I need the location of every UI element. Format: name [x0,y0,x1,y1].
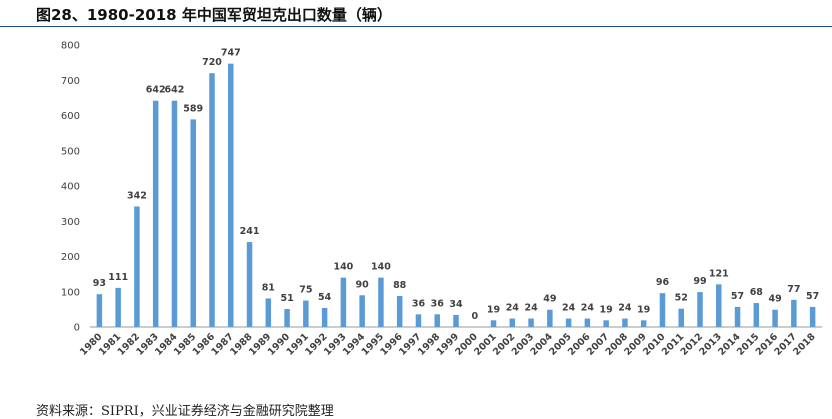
data-label: 720 [202,57,222,68]
data-label: 51 [280,293,293,304]
bar [246,242,253,327]
data-label: 140 [371,262,391,273]
bar [734,306,741,327]
data-label: 99 [693,276,706,287]
y-tick-label: 500 [61,146,80,157]
data-label: 34 [449,299,463,310]
bar [434,314,440,327]
bar [378,277,384,327]
data-label: 19 [600,304,613,315]
bar [640,320,647,327]
bar [659,293,666,327]
bar [321,307,328,327]
data-label: 96 [656,277,670,288]
y-tick-label: 300 [61,217,80,228]
bar [753,303,760,327]
bar [171,100,178,327]
bar [809,306,816,327]
data-label: 342 [127,190,147,201]
bar [284,309,290,327]
y-tick-label: 200 [61,252,80,263]
data-label: 24 [618,303,632,314]
bar [678,308,684,327]
bar [340,277,347,327]
y-tick-label: 800 [61,41,80,52]
data-label: 24 [562,303,576,314]
data-label: 68 [750,287,764,298]
data-label: 49 [768,294,781,305]
data-label: 642 [146,85,166,96]
bar [303,300,309,327]
bar [396,295,403,327]
data-label: 90 [356,279,370,290]
chart-area: 0 100 200 300 400 500 600 700 800 93 1980 111 1981 34… [0,30,832,396]
data-label: 75 [299,285,312,296]
data-label: 52 [675,293,688,304]
bar [791,299,797,327]
bar [584,318,591,327]
data-label: 36 [412,298,426,309]
y-tick-label: 100 [61,287,80,298]
data-label: 24 [524,303,538,314]
data-label: 54 [318,292,332,303]
data-label: 747 [221,48,241,59]
bar [152,100,159,327]
bar [415,314,422,327]
page-title: 图28、1980-2018 年中国军贸坦克出口数量（辆） [36,6,392,24]
bar [265,298,272,327]
y-tick-label: 700 [61,76,80,87]
data-label: 49 [543,294,556,305]
bar [96,294,103,327]
data-label: 19 [637,304,650,315]
bar [772,309,778,327]
data-label: 57 [731,291,744,302]
bar [528,318,534,327]
data-label: 81 [262,282,275,293]
data-label: 19 [487,304,500,315]
data-label: 57 [806,291,819,302]
bar [697,292,703,327]
bar [190,119,196,327]
y-tick-label: 400 [61,182,80,193]
source-note: 资料来源：SIPRI，兴业证券经济与金融研究院整理 [36,404,334,419]
data-label: 93 [93,278,106,289]
bar [453,315,459,327]
bar [547,309,553,327]
data-label: 241 [240,226,260,237]
bar [134,206,140,327]
bar [603,320,609,327]
bar [209,73,215,327]
bar [490,320,497,327]
data-label: 642 [165,85,185,96]
data-label: 24 [506,303,520,314]
bar [115,287,121,327]
data-label: 88 [393,280,407,291]
x-tick-label: 2018 [791,331,818,358]
bar [228,63,234,328]
title-row: 图28、1980-2018 年中国军贸坦克出口数量（辆） [0,0,832,27]
bar-chart: 0100200300400500600700800931980111198134… [61,41,822,358]
data-label: 0 [471,311,478,322]
data-label: 140 [333,262,353,273]
data-label: 77 [787,284,800,295]
data-label: 121 [709,268,729,279]
data-label: 589 [183,103,203,114]
data-label: 111 [108,272,128,283]
bar [509,318,516,327]
bar [565,318,572,327]
bar [622,318,628,327]
bar [716,284,722,327]
data-label: 36 [431,298,445,309]
y-tick-label: 600 [61,111,80,122]
y-tick-label: 0 [74,323,80,334]
data-label: 24 [581,303,595,314]
bar [359,295,365,327]
